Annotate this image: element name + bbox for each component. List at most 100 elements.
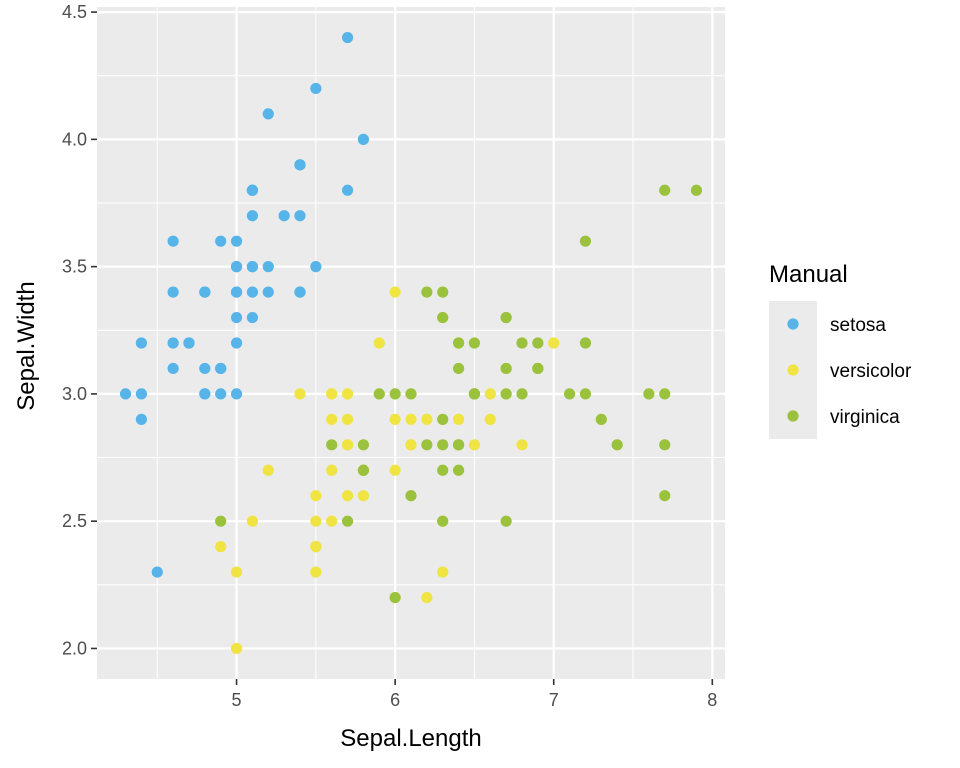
x-tick-label: 8 — [707, 690, 717, 710]
point-virginica — [405, 490, 417, 502]
point-setosa — [199, 388, 211, 400]
point-setosa — [230, 311, 243, 324]
point-setosa — [278, 210, 290, 222]
point-versicolor — [326, 515, 338, 527]
point-virginica — [516, 337, 528, 349]
point-versicolor — [357, 490, 370, 502]
point-setosa — [230, 286, 243, 298]
point-setosa — [246, 184, 259, 196]
point-versicolor — [310, 541, 322, 553]
point-virginica — [643, 388, 655, 400]
data-points — [119, 31, 703, 655]
point-setosa — [294, 159, 306, 171]
point-versicolor — [389, 464, 401, 476]
point-versicolor — [310, 566, 322, 578]
point-setosa — [294, 210, 306, 222]
point-versicolor — [389, 286, 401, 298]
point-versicolor — [452, 413, 465, 425]
point-versicolor — [548, 337, 560, 349]
point-setosa — [167, 362, 179, 375]
point-virginica — [215, 515, 227, 527]
y-tick-label: 2.5 — [62, 511, 87, 531]
point-setosa — [167, 337, 179, 349]
y-tick-label: 3.0 — [62, 384, 87, 404]
x-tick-label: 5 — [232, 690, 242, 710]
point-virginica — [516, 388, 528, 400]
point-setosa — [230, 235, 243, 247]
point-setosa — [119, 388, 132, 400]
point-versicolor — [230, 566, 243, 578]
point-versicolor — [246, 515, 259, 527]
point-virginica — [468, 388, 481, 400]
point-versicolor — [437, 566, 449, 578]
point-virginica — [468, 337, 481, 349]
legend-key-virginica — [787, 410, 799, 422]
point-virginica — [500, 311, 512, 324]
point-setosa — [230, 261, 243, 273]
point-virginica — [389, 388, 401, 400]
point-setosa — [135, 413, 148, 425]
point-virginica — [579, 388, 592, 400]
point-setosa — [167, 286, 179, 298]
x-tick-label: 6 — [390, 690, 400, 710]
point-setosa — [167, 235, 179, 247]
plot-panel — [97, 7, 725, 679]
point-virginica — [437, 413, 449, 425]
point-virginica — [690, 184, 703, 196]
point-setosa — [262, 261, 274, 273]
point-versicolor — [405, 413, 417, 425]
point-setosa — [230, 388, 243, 400]
point-versicolor — [516, 439, 528, 451]
point-virginica — [563, 388, 576, 400]
point-setosa — [135, 337, 148, 349]
point-versicolor — [405, 439, 417, 451]
point-setosa — [215, 388, 227, 400]
legend-key-setosa — [787, 318, 799, 330]
point-virginica — [452, 464, 465, 476]
point-versicolor — [484, 413, 496, 425]
point-virginica — [659, 184, 671, 196]
point-versicolor — [373, 337, 385, 349]
y-tick-label: 2.0 — [62, 638, 87, 658]
point-virginica — [437, 464, 449, 476]
point-virginica — [532, 337, 544, 349]
point-virginica — [500, 515, 512, 527]
point-virginica — [532, 362, 544, 375]
point-setosa — [151, 566, 163, 578]
legend-items: setosa versicolor virginica — [787, 315, 912, 428]
point-versicolor — [421, 413, 433, 425]
point-virginica — [437, 286, 449, 298]
point-setosa — [246, 286, 259, 298]
point-setosa — [199, 362, 211, 375]
point-versicolor — [484, 388, 496, 400]
legend-key-versicolor — [787, 364, 799, 376]
point-versicolor — [230, 642, 243, 655]
x-axis: 5 6 7 8 — [232, 679, 717, 710]
point-versicolor — [389, 413, 401, 425]
point-versicolor — [215, 541, 227, 553]
point-virginica — [341, 515, 354, 527]
point-versicolor — [341, 388, 354, 400]
point-virginica — [421, 439, 433, 451]
y-axis: 2.0 2.5 3.0 3.5 4.0 4.5 — [62, 2, 97, 658]
point-versicolor — [468, 439, 481, 451]
point-virginica — [437, 439, 449, 451]
point-setosa — [294, 286, 306, 298]
point-setosa — [230, 337, 243, 349]
legend-label-virginica: virginica — [830, 407, 900, 428]
point-virginica — [373, 388, 385, 400]
legend-label-setosa: setosa — [830, 315, 886, 336]
point-setosa — [199, 286, 211, 298]
point-virginica — [659, 439, 671, 451]
point-setosa — [215, 235, 227, 247]
point-setosa — [341, 31, 354, 44]
point-setosa — [246, 261, 259, 273]
legend: Manual setosa versicolor virginica — [769, 261, 912, 439]
point-versicolor — [341, 413, 354, 425]
point-virginica — [437, 311, 449, 324]
point-setosa — [341, 184, 354, 196]
point-virginica — [389, 591, 401, 604]
point-setosa — [215, 362, 227, 375]
point-versicolor — [262, 464, 274, 476]
